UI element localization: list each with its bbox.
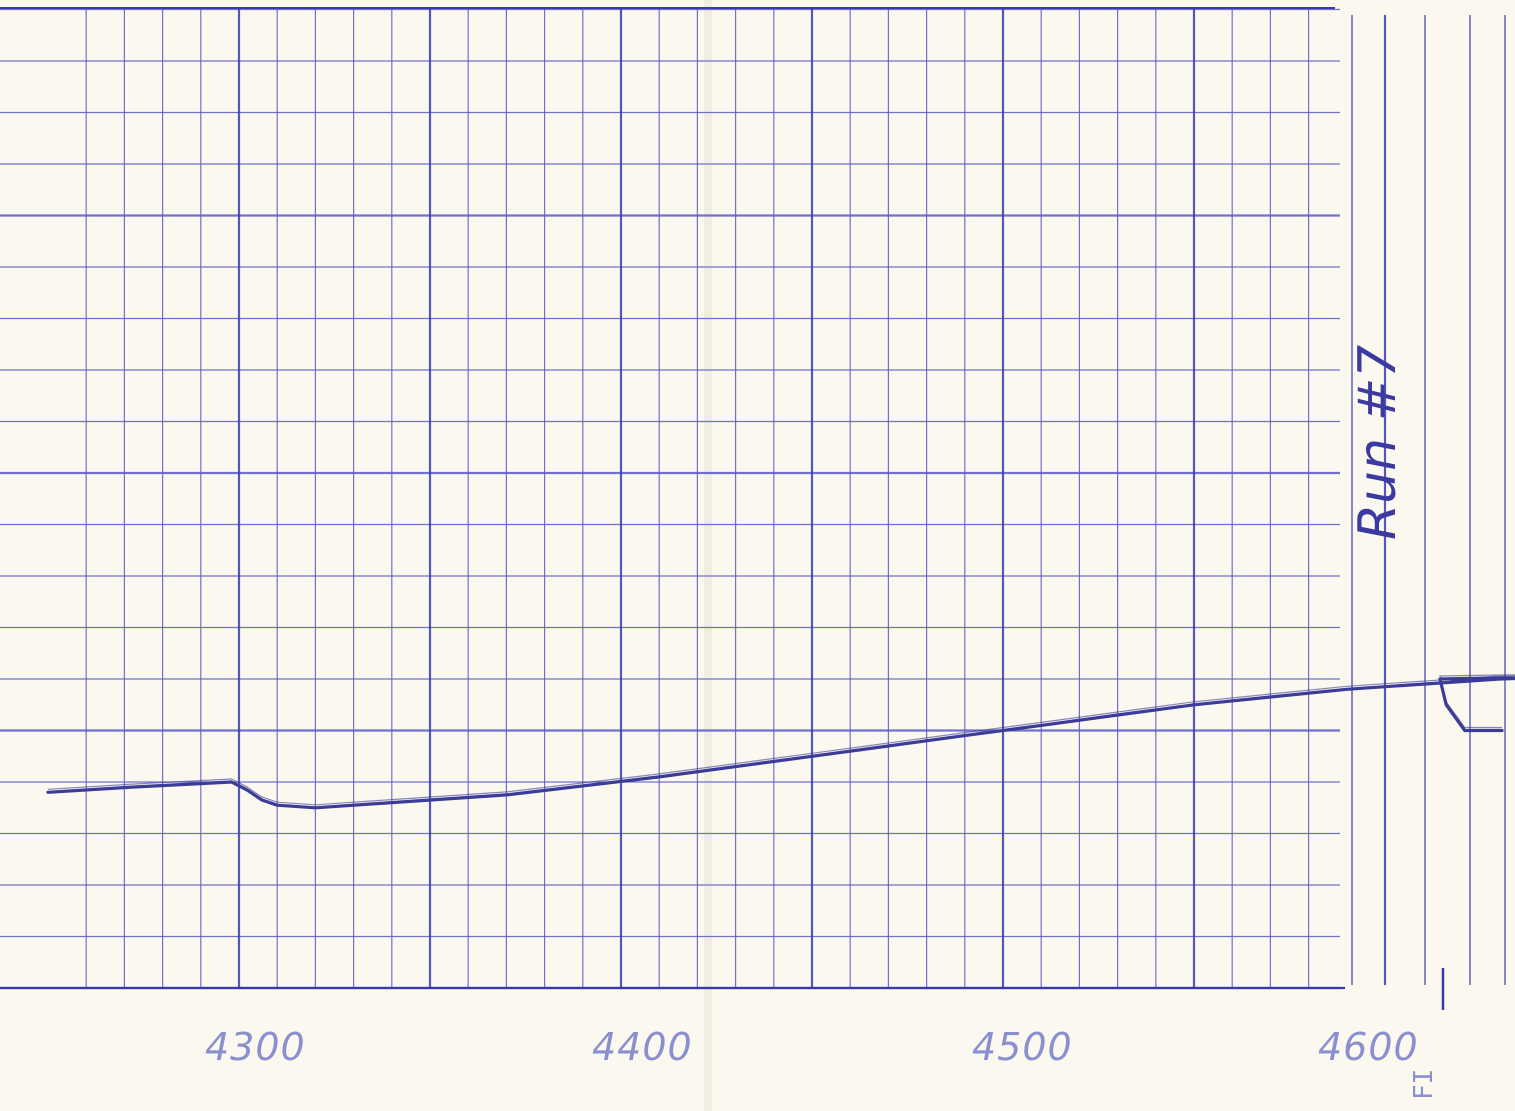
- end-mark: FI: [1409, 1069, 1439, 1100]
- paper-fold: [704, 0, 712, 1111]
- trace-layer: [46, 674, 1515, 810]
- x-tick-label-4600: 4600: [1318, 1025, 1419, 1069]
- trace-line-shadow: [47, 674, 1515, 806]
- x-tick-label-4300: 4300: [205, 1025, 306, 1069]
- trace-line: [46, 676, 1515, 810]
- x-tick-label-4500: 4500: [972, 1025, 1073, 1069]
- run-annotation: Run #7: [1348, 345, 1408, 540]
- x-tick-label-4400: 4400: [592, 1025, 693, 1069]
- label-layer: 4300 4400 4500 4600 Run #7 FI: [205, 345, 1439, 1100]
- grid: [0, 7, 1506, 1010]
